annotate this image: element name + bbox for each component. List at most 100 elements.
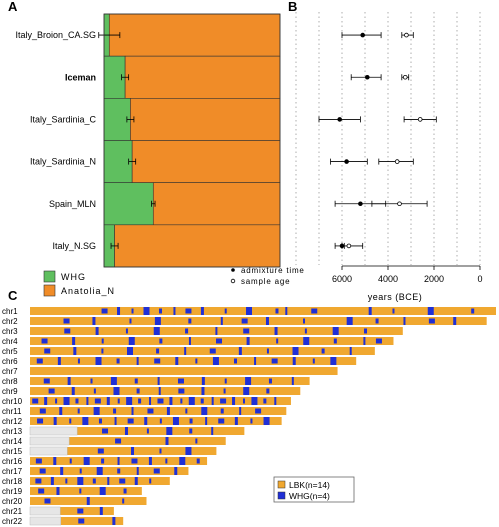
x-tick-label: 6000 — [332, 274, 352, 284]
whg-segment-chr8-4 — [134, 378, 138, 384]
whg-segment-chr12-10 — [189, 418, 193, 424]
whg-segment-chr11-11 — [239, 407, 242, 415]
whg-segment-chr12-5 — [114, 417, 117, 425]
whg-segment-chr11-4 — [113, 408, 117, 414]
whg-segment-chr10-18 — [220, 398, 227, 404]
whg-segment-chr10-16 — [200, 398, 204, 404]
whg-segment-chr12-8 — [159, 418, 162, 424]
legend-label-lbk: LBK(n=14) — [289, 480, 330, 490]
whg-segment-chr5-6 — [209, 348, 216, 354]
whg-segment-chr1-5 — [173, 307, 176, 315]
whg-segment-chr13-2 — [146, 428, 149, 434]
whg-segment-chr4-5 — [188, 337, 191, 345]
whg-segment-chr10-1 — [44, 397, 48, 405]
whg-segment-chr17-6 — [153, 468, 160, 474]
panel-b-xlabel: years (BCE) — [368, 292, 423, 302]
whg-segment-chr8-8 — [224, 378, 227, 384]
whg-segment-chr3-9 — [332, 327, 339, 335]
whg-segment-chr6-9 — [212, 357, 219, 365]
whg-segment-chr4-7 — [246, 337, 250, 345]
panel-c-legend: LBK(n=14) WHG(n=4) — [273, 476, 355, 503]
whg-segment-chr10-5 — [86, 397, 89, 405]
whg-segment-chr2-7 — [265, 317, 269, 325]
whg-segment-chr9-7 — [201, 387, 205, 395]
admixture-point-0 — [360, 32, 366, 38]
whg-segment-chr1-12 — [311, 308, 318, 314]
whg-segment-chr4-0 — [41, 338, 48, 344]
category-label-5: Italy_N.SG — [52, 241, 96, 251]
whg-segment-chr9-10 — [266, 388, 270, 394]
whg-segment-chr15-1 — [131, 447, 135, 455]
whg-segment-chr11-5 — [131, 407, 134, 415]
whg-segment-chr11-12 — [255, 408, 262, 414]
whg-segment-chr16-0 — [35, 458, 42, 464]
whg-segment-chr1-13 — [368, 307, 372, 315]
whg-segment-chr8-5 — [157, 377, 160, 385]
chromosome-label-chr11: chr11 — [2, 407, 22, 416]
whg-segment-chr16-9 — [179, 457, 186, 465]
whg-segment-chr10-22 — [263, 398, 267, 404]
whg-segment-chr10-8 — [117, 398, 120, 404]
x-tick-label: 0 — [477, 274, 482, 284]
whg-segment-chr12-2 — [69, 418, 72, 424]
panel-a-label: A — [8, 0, 18, 14]
whg-segment-chr10-11 — [149, 397, 152, 405]
whg-segment-chr16-10 — [196, 458, 200, 464]
chromosome-masked-chr21 — [29, 506, 61, 516]
chromosome-label-chr3: chr3 — [2, 327, 18, 336]
legend-label-anatolia: Anatolia_N — [61, 286, 115, 296]
whg-segment-chr4-11 — [363, 337, 366, 345]
whg-segment-chr6-6 — [154, 358, 161, 364]
whg-segment-chr17-0 — [39, 468, 46, 474]
whg-segment-chr8-2 — [90, 378, 93, 384]
panel-a-frame — [103, 13, 281, 268]
whg-segment-chr10-4 — [75, 398, 79, 404]
whg-segment-chr21-1 — [99, 507, 103, 515]
chromosome-bar-chr19 — [30, 487, 142, 495]
whg-segment-chr5-2 — [101, 348, 104, 354]
whg-segment-chr9-1 — [71, 387, 75, 395]
whg-segment-chr15-2 — [159, 448, 162, 454]
whg-segment-chr6-14 — [312, 358, 315, 364]
admixture-point-1 — [364, 74, 370, 80]
whg-segment-chr12-13 — [234, 417, 238, 425]
whg-segment-chr6-0 — [36, 358, 43, 364]
whg-segment-chr19-3 — [99, 487, 106, 495]
whg-segment-chr8-3 — [110, 377, 117, 385]
chromosome-bar-chr4 — [30, 337, 394, 345]
chromosome-bar-chr15 — [30, 447, 217, 455]
chromosome-label-chr19: chr19 — [2, 487, 23, 496]
chromosome-masked-chr15 — [29, 446, 68, 456]
chromosome-masked-chr22 — [29, 516, 62, 526]
whg-segment-chr15-3 — [185, 447, 192, 455]
whg-segment-chr3-10 — [364, 328, 368, 334]
whg-segment-chr13-4 — [189, 428, 193, 434]
whg-segment-chr4-3 — [128, 337, 135, 345]
whg-segment-chr12-14 — [250, 418, 253, 424]
sample-age-point-3 — [394, 159, 400, 164]
whg-segment-chr1-15 — [427, 307, 434, 315]
whg-segment-chr3-2 — [125, 328, 128, 334]
chromosome-bar-chr9 — [30, 387, 301, 395]
legend-swatch-lbk — [277, 480, 286, 489]
whg-segment-chr12-11 — [205, 417, 208, 425]
whg-segment-chr2-6 — [241, 318, 248, 324]
whg-segment-chr8-9 — [245, 377, 252, 385]
category-label-2: Italy_Sardinia_C — [30, 114, 97, 124]
whg-segment-chr1-2 — [131, 308, 134, 314]
whg-segment-chr9-4 — [136, 388, 140, 394]
whg-segment-chr9-9 — [243, 387, 250, 395]
admixture-point-4 — [358, 201, 363, 207]
chromosome-label-chr10: chr10 — [2, 397, 23, 406]
whg-segment-chr18-7 — [134, 477, 138, 485]
whg-segment-chr9-0 — [48, 388, 55, 394]
whg-segment-chr2-10 — [375, 318, 379, 324]
chromosome-label-chr8: chr8 — [2, 377, 18, 386]
chromosome-label-chr7: chr7 — [2, 367, 18, 376]
whg-segment-chr11-3 — [93, 407, 100, 415]
whg-segment-chr10-14 — [180, 398, 183, 404]
panel-a-legend: WHG Anatolia_N — [43, 270, 115, 297]
x-tick-label: 4000 — [378, 274, 398, 284]
chromosome-label-chr14: chr14 — [2, 437, 23, 446]
whg-segment-chr21-0 — [77, 508, 84, 514]
